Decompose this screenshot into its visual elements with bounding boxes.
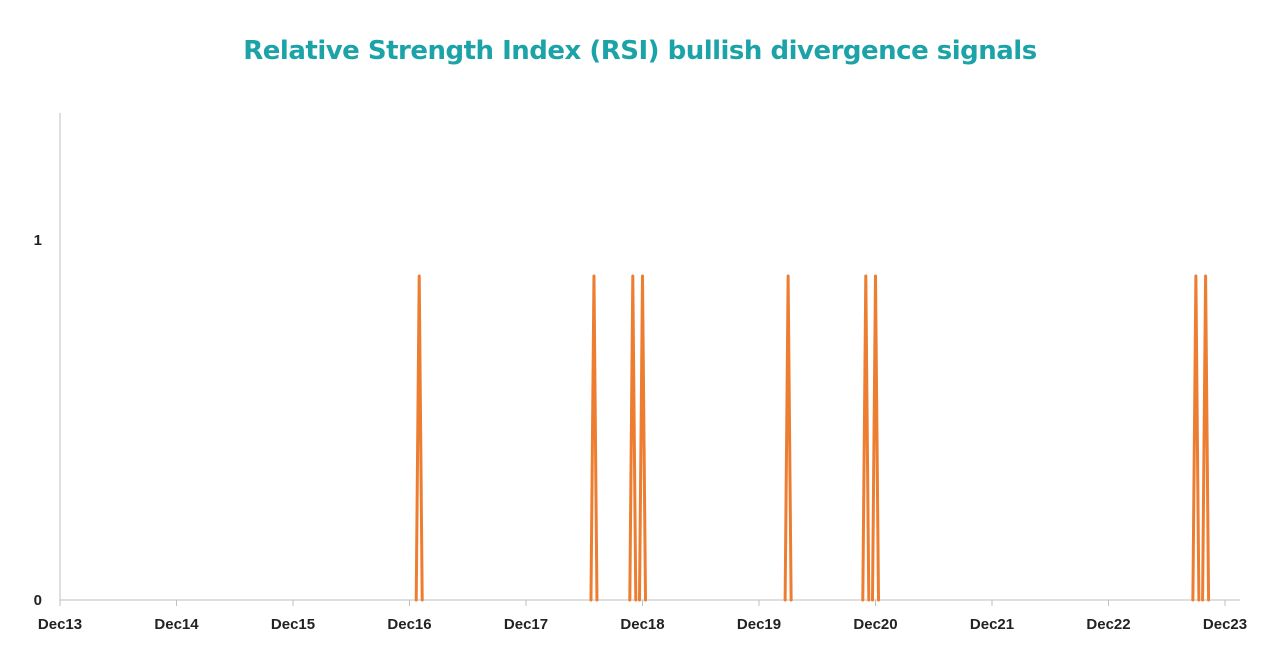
- x-tick-label: Dec17: [504, 616, 548, 633]
- signal-spike: [414, 274, 424, 602]
- x-tick-label: Dec23: [1203, 616, 1247, 633]
- y-tick-label: 0: [34, 592, 42, 609]
- signal-spike: [783, 274, 793, 602]
- y-ticks: 01: [34, 232, 42, 609]
- signal-spike: [871, 274, 880, 602]
- signal-spike: [638, 274, 647, 602]
- chart-title: Relative Strength Index (RSI) bullish di…: [243, 36, 1037, 66]
- signal-spike: [1201, 274, 1211, 602]
- x-tick-label: Dec19: [737, 616, 781, 633]
- x-tick-label: Dec13: [38, 616, 82, 633]
- x-tick-label: Dec21: [970, 616, 1014, 633]
- x-tick-label: Dec14: [154, 616, 199, 633]
- x-tick-label: Dec15: [271, 616, 315, 633]
- signal-spike: [628, 274, 638, 602]
- x-tick-label: Dec18: [620, 616, 664, 633]
- series-group: [414, 274, 1211, 602]
- signal-spike: [861, 274, 871, 602]
- signal-spike: [1191, 274, 1201, 602]
- axes: [59, 113, 1240, 601]
- y-tick-label: 1: [34, 232, 42, 249]
- x-tick-label: Dec16: [387, 616, 431, 633]
- x-tick-label: Dec22: [1086, 616, 1130, 633]
- signal-spike: [589, 274, 599, 602]
- x-tick-label: Dec20: [853, 616, 897, 633]
- x-ticks: Dec13 Dec14 Dec15 Dec16 Dec17 Dec18 Dec19 Dec20…: [38, 600, 1247, 633]
